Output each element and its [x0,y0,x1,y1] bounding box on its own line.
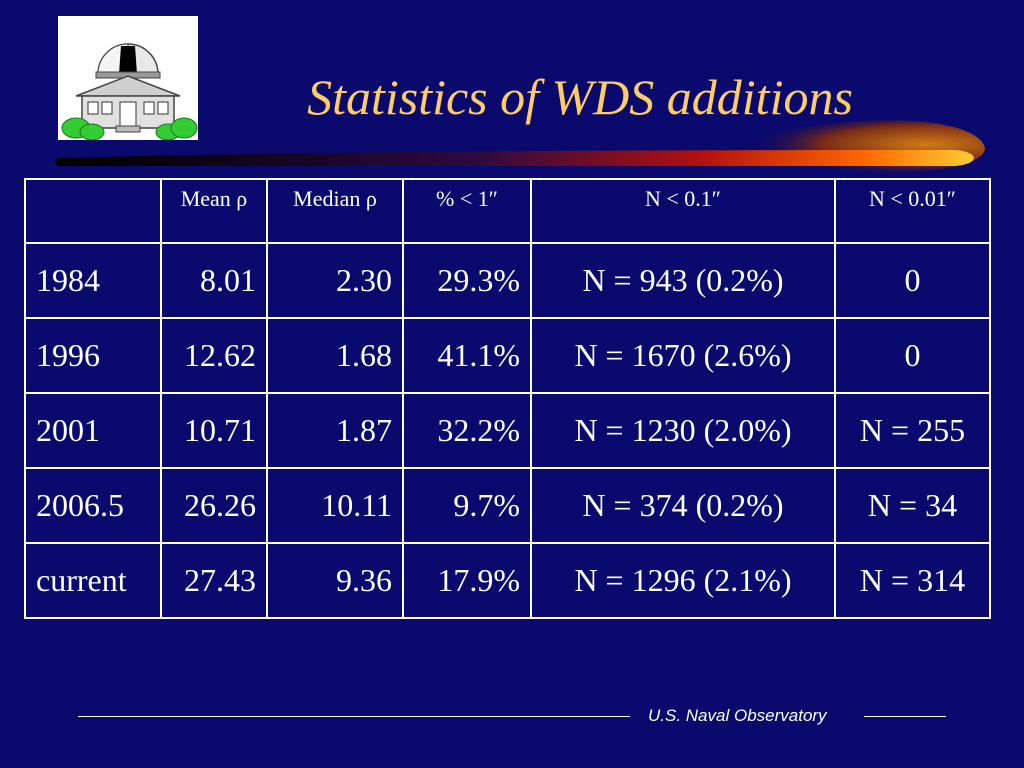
cell-median: 1.87 [266,392,404,469]
cell-mean: 10.71 [160,392,268,469]
cell-mean: 8.01 [160,242,268,319]
cell-n-lt-0-1: N = 1230 (2.0%) [530,392,836,469]
header-corner-cell [24,178,162,244]
observatory-building-icon [58,16,198,141]
cell-n-lt-0-01: 0 [834,317,991,394]
cell-median: 10.11 [266,467,404,544]
cell-median: 9.36 [266,542,404,619]
observatory-logo [58,16,198,141]
cell-n-lt-0-01: N = 255 [834,392,991,469]
cell-n-lt-0-01: N = 314 [834,542,991,619]
footer-organization: U.S. Naval Observatory [648,706,827,725]
cell-n-lt-0-01: 0 [834,242,991,319]
header-n-lt-0-01: N < 0.01″ [834,178,991,244]
comet-swoosh-decoration [55,120,985,174]
cell-mean: 12.62 [160,317,268,394]
cell-percent: 41.1% [402,317,532,394]
cell-epoch: 2006.5 [24,467,162,544]
cell-n-lt-0-1: N = 1296 (2.1%) [530,542,836,619]
slide-title: Statistics of WDS additions [307,69,853,125]
cell-n-lt-0-1: N = 943 (0.2%) [530,242,836,319]
cell-percent: 9.7% [402,467,532,544]
cell-percent: 17.9% [402,542,532,619]
cell-median: 2.30 [266,242,404,319]
cell-mean: 27.43 [160,542,268,619]
cell-epoch: current [24,542,162,619]
cell-mean: 26.26 [160,467,268,544]
cell-median: 1.68 [266,317,404,394]
header-percent-lt-1: % < 1″ [402,178,532,244]
cell-n-lt-0-01: N = 34 [834,467,991,544]
cell-percent: 29.3% [402,242,532,319]
footer-rule-left [78,716,630,717]
cell-epoch: 1996 [24,317,162,394]
table-row: 2006.5 26.26 10.11 9.7% N = 374 (0.2%) N… [24,467,991,544]
table-row: 2001 10.71 1.87 32.2% N = 1230 (2.0%) N … [24,392,991,469]
statistics-table: Mean ρ Median ρ % < 1″ N < 0.1″ N < 0.01… [24,178,991,619]
cell-percent: 32.2% [402,392,532,469]
cell-epoch: 2001 [24,392,162,469]
header-n-lt-0-1: N < 0.1″ [530,178,836,244]
header-median-rho: Median ρ [266,178,404,244]
cell-n-lt-0-1: N = 1670 (2.6%) [530,317,836,394]
cell-n-lt-0-1: N = 374 (0.2%) [530,467,836,544]
table-header-row: Mean ρ Median ρ % < 1″ N < 0.1″ N < 0.01… [24,178,991,244]
table-row: current 27.43 9.36 17.9% N = 1296 (2.1%)… [24,542,991,619]
header-mean-rho: Mean ρ [160,178,268,244]
footer-rule-right [864,716,946,717]
table-row: 1984 8.01 2.30 29.3% N = 943 (0.2%) 0 [24,242,991,319]
cell-epoch: 1984 [24,242,162,319]
table-row: 1996 12.62 1.68 41.1% N = 1670 (2.6%) 0 [24,317,991,394]
